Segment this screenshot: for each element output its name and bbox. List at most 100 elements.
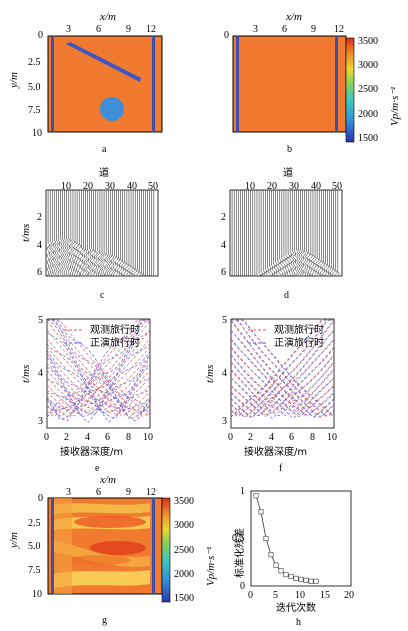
g-xtick: 12 xyxy=(146,487,156,498)
seismic-trace xyxy=(121,190,125,276)
b-left-well xyxy=(236,36,239,132)
seismic-trace xyxy=(73,190,77,276)
forward-traveltime-curve xyxy=(46,343,151,412)
seismic-trace xyxy=(319,190,323,276)
colorbar-bottom: 3500 3000 2500 2000 1500 Vp/m·s⁻¹ xyxy=(161,496,217,604)
cb-top-tick: 3500 xyxy=(358,36,378,47)
seismic-trace xyxy=(284,190,288,277)
seismic-trace xyxy=(276,190,280,276)
b-xticks: 3 6 9 12 xyxy=(253,24,344,35)
a-caption: a xyxy=(102,144,107,155)
observed-traveltime-curve xyxy=(46,329,151,418)
observed-traveltime-curve xyxy=(230,362,335,411)
seismic-trace xyxy=(298,190,303,276)
seismic-trace xyxy=(141,190,144,276)
a-left-well xyxy=(51,36,54,132)
residual-point xyxy=(268,552,274,558)
b-xtick: 3 xyxy=(253,24,258,35)
seismic-trace xyxy=(263,190,267,276)
seismic-trace xyxy=(129,190,133,275)
e-ytick: 5 xyxy=(38,315,43,326)
seismic-trace xyxy=(69,190,73,276)
forward-traveltime-curve xyxy=(47,319,151,413)
seismic-trace xyxy=(75,190,79,276)
d-xlabel: 道 xyxy=(283,166,293,179)
g-ytick: 10 xyxy=(32,589,42,600)
forward-traveltime-curve xyxy=(46,350,151,417)
h-xticks: 0 5 10 15 20 xyxy=(248,590,354,601)
a-yticks: 0 2.5 5.0 7.5 10 xyxy=(28,30,43,139)
seismic-trace xyxy=(123,190,127,276)
forward-traveltime-curve xyxy=(230,354,335,419)
seismic-trace xyxy=(260,190,263,276)
seismic-trace xyxy=(61,190,65,276)
g-left-well xyxy=(51,498,54,594)
seismic-trace xyxy=(271,190,276,276)
forward-traveltime-curve xyxy=(46,343,151,412)
seismic-trace xyxy=(106,190,110,276)
f-ytick: 5 xyxy=(222,315,227,326)
c-ytick: 6 xyxy=(37,267,42,278)
seismic-trace xyxy=(127,190,131,277)
g-velocity-field xyxy=(54,498,150,594)
seismic-trace xyxy=(315,190,319,276)
g-xlabel: x/m xyxy=(99,474,116,486)
seismic-trace xyxy=(79,190,83,276)
seismic-trace xyxy=(288,190,292,276)
cb-top-tick: 2500 xyxy=(358,84,378,95)
forward-traveltime-curve xyxy=(230,330,335,419)
a-right-well xyxy=(152,36,155,132)
a-xtick: 3 xyxy=(66,24,71,35)
observed-traveltime-curve xyxy=(230,354,335,414)
seismic-trace xyxy=(112,190,117,277)
seismic-trace xyxy=(139,190,141,276)
b-model-background xyxy=(232,35,347,133)
seismic-trace xyxy=(71,190,75,276)
forward-traveltime-curve xyxy=(230,319,335,418)
seismic-trace xyxy=(330,190,334,276)
h-xlabel: 迭代次数 xyxy=(276,601,316,614)
g-left-edge xyxy=(54,498,72,594)
seismic-trace xyxy=(313,190,317,276)
a-xticks: 3 6 9 12 xyxy=(66,24,156,35)
forward-traveltime-curve xyxy=(47,319,151,416)
residual-point xyxy=(263,535,269,542)
g-band xyxy=(54,570,150,588)
panel-b: x/m 3 6 9 12 0 b xyxy=(224,11,347,155)
e-ylabel: t/ms xyxy=(20,365,32,383)
h-xtick: 15 xyxy=(320,590,330,601)
d-xtick: 30 xyxy=(289,181,299,192)
seismic-trace xyxy=(98,190,102,276)
colorbar-top-gradient xyxy=(345,37,355,143)
seismic-trace xyxy=(309,190,313,276)
seismic-trace xyxy=(114,190,119,276)
forward-traveltime-curve xyxy=(230,361,335,416)
b-ytick: 0 xyxy=(224,30,229,41)
forward-traveltime-curve xyxy=(46,357,151,414)
observed-traveltime-curve xyxy=(46,346,151,416)
h-xtick: 10 xyxy=(295,590,305,601)
panel-g: x/m 3 6 9 12 y/m 0 2.5 5.0 7.5 10 g xyxy=(8,474,163,626)
d-xticks: 10 20 30 40 50 xyxy=(245,181,342,192)
f-ylabel: t/ms xyxy=(204,365,216,383)
e-legend-observed: 观测旅行时 xyxy=(90,323,140,336)
forward-traveltime-curve xyxy=(46,319,150,418)
a-xtick: 6 xyxy=(96,24,101,35)
cb-top-tick: 3000 xyxy=(358,60,378,71)
c-xtick: 10 xyxy=(61,181,71,192)
cb-top-tick: 1500 xyxy=(358,133,378,144)
cb-bottom-label: Vp/m·s⁻¹ xyxy=(205,547,217,586)
g-xtick: 3 xyxy=(66,487,71,498)
cb-top-tick: 2000 xyxy=(358,109,378,120)
seismic-trace xyxy=(81,190,85,276)
a-ytick: 0 xyxy=(38,30,43,41)
g-ylabel: y/m xyxy=(8,532,20,549)
g-ytick: 2.5 xyxy=(28,518,41,529)
cb-bottom-tick: 3000 xyxy=(174,520,194,531)
seismic-trace xyxy=(67,190,71,276)
a-xlabel: x/m xyxy=(99,11,116,23)
seismic-trace xyxy=(258,190,261,276)
d-ytick: 4 xyxy=(221,240,226,251)
e-xtick: 6 xyxy=(105,432,110,443)
g-xtick: 6 xyxy=(96,487,101,498)
